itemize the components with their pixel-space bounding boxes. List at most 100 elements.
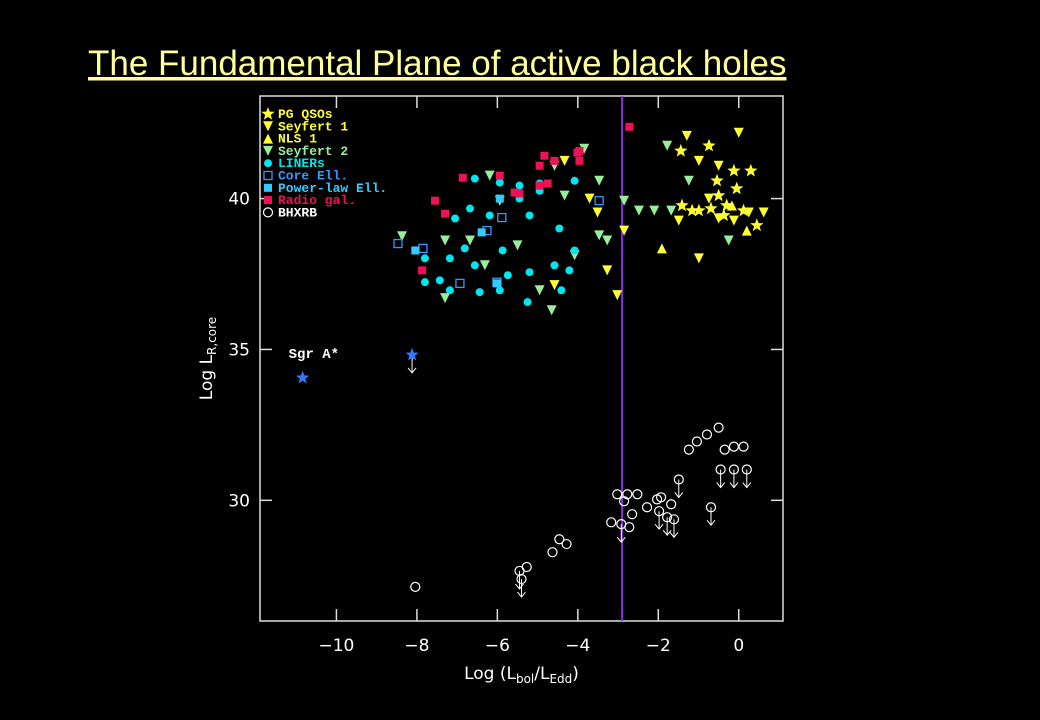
open-circle-marker <box>662 512 673 523</box>
triangle-down-marker <box>512 240 523 251</box>
triangle-down-marker <box>681 130 692 141</box>
triangle-down-marker <box>723 235 734 246</box>
triangle-down-marker <box>465 235 476 246</box>
circle-marker <box>515 181 524 190</box>
triangle-down-marker <box>534 285 545 296</box>
open-circle-marker <box>521 561 532 573</box>
triangle-down-marker <box>728 215 739 226</box>
square-marker <box>418 266 427 275</box>
open-circle-marker <box>701 429 713 440</box>
triangle-down-marker <box>559 190 570 201</box>
circle-marker <box>570 246 579 255</box>
upper-limit-arrow <box>515 570 524 590</box>
star-marker <box>675 198 689 212</box>
star-marker <box>692 203 706 217</box>
circle-marker <box>523 298 532 307</box>
open-circle-marker <box>656 492 667 503</box>
y-tick-label: 35 <box>228 340 250 360</box>
star-marker <box>712 188 726 202</box>
x-axis-label-part: bol <box>516 672 534 686</box>
square-marker <box>535 161 544 170</box>
star-marker <box>685 203 699 217</box>
x-tick-label: 0 <box>733 636 744 656</box>
circle-marker <box>565 266 574 275</box>
triangle-down-marker <box>619 195 630 206</box>
triangle-down-marker <box>693 253 704 264</box>
triangle-down-marker <box>619 225 630 236</box>
upper-limit-arrow <box>742 469 752 489</box>
triangle-down-marker <box>713 160 724 171</box>
triangle-down-marker <box>683 175 694 186</box>
circle-marker <box>555 224 564 233</box>
upper-limit-arrow <box>729 469 739 489</box>
triangle-down-marker <box>484 170 495 181</box>
triangle-down-marker <box>397 231 408 242</box>
square-marker <box>431 196 440 205</box>
y-tick-label: 30 <box>228 491 250 511</box>
open-square-marker <box>263 170 273 181</box>
triangle-down-marker <box>649 205 660 216</box>
circle-marker <box>550 261 559 270</box>
star-marker <box>704 201 718 215</box>
legend-label: NLS 1 <box>278 132 317 147</box>
open-circle-marker <box>624 522 635 533</box>
legend-label: Power-law Ell. <box>278 181 387 196</box>
square-marker <box>495 194 504 203</box>
upper-limit-arrow <box>517 579 526 598</box>
open-circle-marker <box>554 534 565 545</box>
circle-marker <box>557 286 566 295</box>
triangle-down-marker <box>633 205 644 216</box>
triangle-down-marker <box>559 155 570 166</box>
y-axis-label-group: Log LR,core <box>197 317 219 400</box>
triangle-down-marker <box>612 290 623 301</box>
slide-title: The Fundamental Plane of active black ho… <box>88 44 786 83</box>
open-square-marker <box>455 278 465 289</box>
legend-label: Seyfert 1 <box>278 119 348 134</box>
x-axis-label-part: Edd <box>549 672 572 686</box>
triangle-down-marker <box>758 207 769 218</box>
legend-label: PG QSOs <box>278 107 333 122</box>
triangle-down-marker <box>546 305 557 316</box>
star-marker <box>720 198 734 212</box>
open-circle-marker <box>547 547 558 558</box>
triangle-up-marker <box>726 200 737 211</box>
triangle-up-marker <box>656 243 667 254</box>
circle-marker <box>470 261 479 270</box>
circle-marker <box>445 286 454 295</box>
triangle-down-marker <box>584 193 595 204</box>
triangle-down-marker <box>549 280 560 291</box>
triangle-down-marker <box>673 215 684 226</box>
upper-limit-arrow <box>654 511 664 530</box>
star-marker <box>674 143 688 157</box>
y-tick-label: 40 <box>228 190 250 210</box>
circle-marker <box>445 254 454 263</box>
triangle-down-marker <box>263 145 273 156</box>
triangle-down-marker <box>602 235 613 246</box>
open-square-marker <box>497 212 507 223</box>
triangle-down-marker <box>703 193 714 204</box>
triangle-down-marker <box>594 230 605 241</box>
triangle-down-marker <box>662 140 673 151</box>
star-marker <box>405 347 419 361</box>
triangle-down-marker <box>592 207 603 218</box>
square-marker <box>458 173 467 182</box>
x-axis-label-part: Log (L <box>464 664 516 684</box>
upper-limit-arrow <box>674 479 684 499</box>
circle-marker <box>570 176 579 185</box>
star-marker <box>727 163 741 177</box>
open-circle-marker <box>410 581 421 593</box>
circle-marker <box>485 211 494 220</box>
circle-marker <box>435 276 444 285</box>
upper-limit-arrow <box>706 507 716 527</box>
open-circle-marker <box>719 444 730 455</box>
square-marker <box>492 279 501 288</box>
open-circle-marker <box>632 489 643 500</box>
open-circle-marker <box>715 464 726 475</box>
triangle-down-marker <box>693 155 704 166</box>
square-marker <box>515 189 524 198</box>
legend-label: Seyfert 2 <box>278 144 348 159</box>
circle-marker <box>495 178 504 187</box>
x-axis-label-part: /L <box>534 664 550 684</box>
triangle-down-marker <box>440 235 451 246</box>
star-marker <box>750 218 764 232</box>
